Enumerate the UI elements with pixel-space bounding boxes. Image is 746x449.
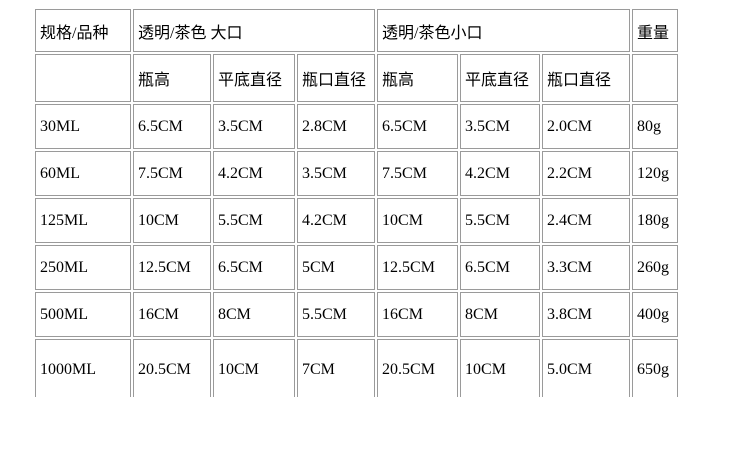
value-cell: 7.5CM: [377, 151, 459, 196]
header-row-groups: 规格/品种 透明/茶色 大口 透明/茶色小口 重量: [35, 9, 679, 52]
value-cell: 4.2CM: [460, 151, 541, 196]
value-cell: 10CM: [133, 198, 211, 243]
value-cell: 5CM: [297, 245, 376, 290]
table-row-125ml: 125ML 10CM 5.5CM 4.2CM 10CM 5.5CM 2.4CM …: [35, 198, 679, 243]
weight-cell: 120g: [632, 151, 679, 196]
header-cell-empty-left: [35, 54, 131, 102]
weight-cell: 80g: [632, 104, 679, 149]
value-cell: 4.2CM: [213, 151, 295, 196]
value-cell: 16CM: [377, 292, 459, 337]
header-cell-mouth-diameter-2: 瓶口直径: [542, 54, 631, 102]
spec-cell: 60ML: [35, 151, 131, 196]
spec-table-container: 规格/品种 透明/茶色 大口 透明/茶色小口 重量 瓶高 平底直径 瓶口直径 瓶…: [33, 7, 682, 397]
value-cell: 10CM: [460, 339, 541, 397]
value-cell: 3.5CM: [297, 151, 376, 196]
value-cell: 12.5CM: [377, 245, 459, 290]
value-cell: 5.5CM: [460, 198, 541, 243]
value-cell: 10CM: [377, 198, 459, 243]
spec-cell: 30ML: [35, 104, 131, 149]
header-cell-base-diameter-1: 平底直径: [213, 54, 295, 102]
value-cell: 3.3CM: [542, 245, 631, 290]
value-cell: 3.8CM: [542, 292, 631, 337]
value-cell: 2.4CM: [542, 198, 631, 243]
weight-cell: 180g: [632, 198, 679, 243]
value-cell: 3.5CM: [213, 104, 295, 149]
value-cell: 10CM: [213, 339, 295, 397]
spec-cell: 250ML: [35, 245, 131, 290]
header-cell-large-mouth-group: 透明/茶色 大口: [133, 9, 376, 52]
value-cell: 3.5CM: [460, 104, 541, 149]
header-cell-mouth-diameter-1: 瓶口直径: [297, 54, 376, 102]
header-cell-empty-right: [632, 54, 679, 102]
value-cell: 5.5CM: [213, 198, 295, 243]
value-cell: 8CM: [460, 292, 541, 337]
value-cell: 2.2CM: [542, 151, 631, 196]
table-row-500ml: 500ML 16CM 8CM 5.5CM 16CM 8CM 3.8CM 400g: [35, 292, 679, 337]
header-cell-spec: 规格/品种: [35, 9, 131, 52]
weight-cell: 400g: [632, 292, 679, 337]
table-row-60ml: 60ML 7.5CM 4.2CM 3.5CM 7.5CM 4.2CM 2.2CM…: [35, 151, 679, 196]
value-cell: 12.5CM: [133, 245, 211, 290]
value-cell: 20.5CM: [377, 339, 459, 397]
spec-cell: 500ML: [35, 292, 131, 337]
value-cell: 16CM: [133, 292, 211, 337]
table-row-250ml: 250ML 12.5CM 6.5CM 5CM 12.5CM 6.5CM 3.3C…: [35, 245, 679, 290]
value-cell: 8CM: [213, 292, 295, 337]
bottle-spec-table: 规格/品种 透明/茶色 大口 透明/茶色小口 重量 瓶高 平底直径 瓶口直径 瓶…: [33, 7, 680, 397]
header-cell-small-mouth-group: 透明/茶色小口: [377, 9, 631, 52]
header-cell-bottle-height-2: 瓶高: [377, 54, 459, 102]
spec-cell: 1000ML: [35, 339, 131, 397]
header-cell-bottle-height-1: 瓶高: [133, 54, 211, 102]
value-cell: 6.5CM: [213, 245, 295, 290]
value-cell: 20.5CM: [133, 339, 211, 397]
value-cell: 2.0CM: [542, 104, 631, 149]
header-cell-weight: 重量: [632, 9, 679, 52]
value-cell: 7CM: [297, 339, 376, 397]
table-row-1000ml: 1000ML 20.5CM 10CM 7CM 20.5CM 10CM 5.0CM…: [35, 339, 679, 397]
table-row-30ml: 30ML 6.5CM 3.5CM 2.8CM 6.5CM 3.5CM 2.0CM…: [35, 104, 679, 149]
weight-cell: 650g: [632, 339, 679, 397]
value-cell: 6.5CM: [460, 245, 541, 290]
value-cell: 7.5CM: [133, 151, 211, 196]
value-cell: 6.5CM: [133, 104, 211, 149]
header-cell-base-diameter-2: 平底直径: [460, 54, 541, 102]
value-cell: 4.2CM: [297, 198, 376, 243]
spec-cell: 125ML: [35, 198, 131, 243]
value-cell: 5.5CM: [297, 292, 376, 337]
header-row-measures: 瓶高 平底直径 瓶口直径 瓶高 平底直径 瓶口直径: [35, 54, 679, 102]
value-cell: 6.5CM: [377, 104, 459, 149]
value-cell: 5.0CM: [542, 339, 631, 397]
weight-cell: 260g: [632, 245, 679, 290]
value-cell: 2.8CM: [297, 104, 376, 149]
